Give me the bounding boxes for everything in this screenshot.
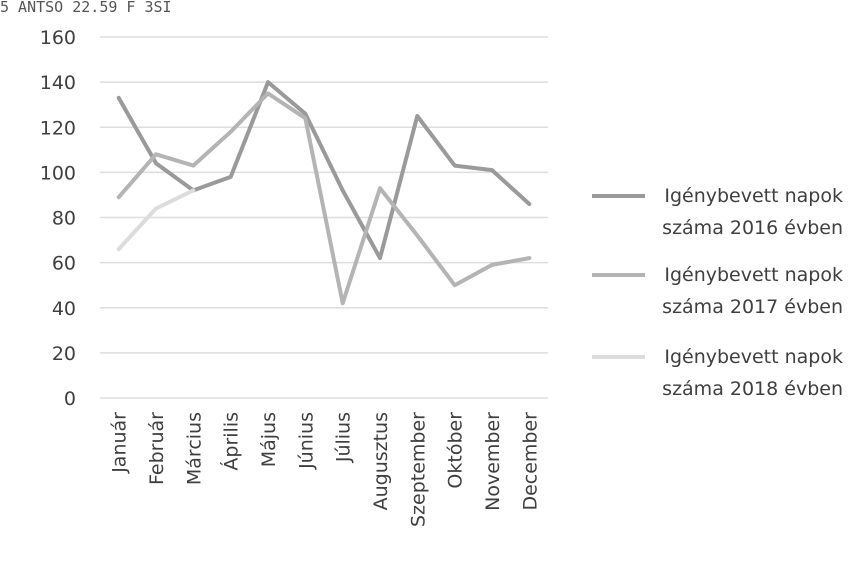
legend-label-line: Igénybevett napok <box>664 264 843 286</box>
x-tick-label: Június <box>295 412 317 470</box>
y-tick-label: 0 <box>64 388 76 410</box>
x-tick-label: Április <box>220 412 243 471</box>
y-tick-label: 60 <box>52 253 76 275</box>
legend-label-line: Igénybevett napok <box>664 185 843 207</box>
x-tick-label: Május <box>258 412 280 467</box>
legend: Igénybevett napok száma 2016 évben Igénybe… <box>592 185 843 400</box>
x-tick-label: Február <box>146 412 168 485</box>
series-lines <box>116 80 532 306</box>
y-tick-label: 100 <box>40 162 76 184</box>
legend-label-line: száma 2018 évben <box>662 378 843 400</box>
scan-header-fragment: 5 ANTSO 22.59 F 3SI <box>0 0 172 16</box>
y-tick-label: 40 <box>52 298 76 320</box>
y-tick-label: 80 <box>52 208 76 230</box>
x-tick-label: Március <box>183 412 205 485</box>
y-axis: 0 20 40 60 80 100 120 140 160 <box>40 27 76 410</box>
x-tick-label: Október <box>445 412 467 489</box>
y-tick-label: 140 <box>40 72 76 94</box>
legend-label-line: száma 2017 évben <box>662 296 843 318</box>
x-tick-label: December <box>519 412 541 511</box>
y-tick-label: 160 <box>40 27 76 49</box>
series-line-1 <box>116 80 532 261</box>
legend-label-line: száma 2016 évben <box>662 217 843 239</box>
x-tick-label: Július <box>333 412 355 463</box>
series-line-3 <box>116 188 196 252</box>
x-tick-label: November <box>482 412 504 511</box>
x-tick-label: Január <box>109 412 131 474</box>
y-tick-label: 20 <box>52 343 76 365</box>
x-tick-label: Augusztus <box>370 412 392 510</box>
x-axis: Január Február Március Április Május Június Jú… <box>109 412 542 527</box>
x-tick-label: Szeptember <box>407 412 429 527</box>
y-tick-label: 120 <box>40 117 76 139</box>
legend-label-line: Igénybevett napok <box>664 346 843 368</box>
series-line-2 <box>116 91 532 306</box>
